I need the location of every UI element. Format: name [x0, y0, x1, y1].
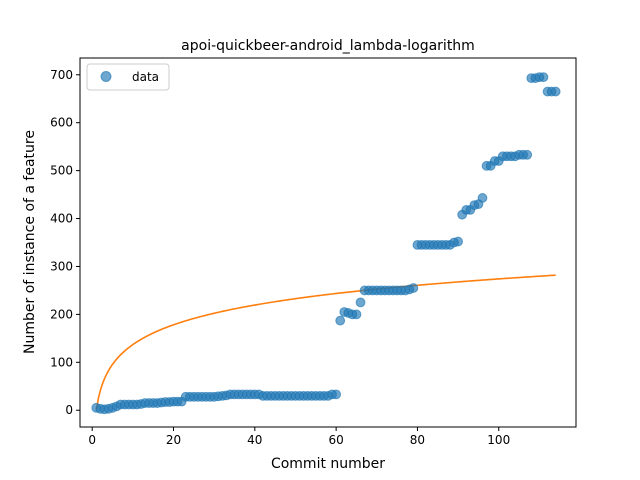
data-point [408, 283, 419, 293]
y-axis: 0 100 200 300 400 500 600 700 [50, 68, 80, 417]
x-tick-label: 20 [166, 433, 181, 447]
y-tick-label: 500 [50, 164, 73, 178]
x-axis-label: Commit number [271, 456, 385, 472]
legend: data [86, 63, 170, 91]
data-point [477, 193, 488, 203]
x-tick-label: 40 [247, 433, 262, 447]
y-tick-label: 0 [65, 403, 73, 417]
y-tick-label: 400 [50, 212, 73, 226]
legend-box [86, 63, 170, 91]
x-axis: 0 20 40 60 80 100 [88, 427, 510, 447]
y-tick-label: 600 [50, 116, 73, 130]
data-point [453, 236, 464, 247]
legend-label-data: data [132, 70, 159, 84]
y-tick-label: 700 [50, 68, 73, 82]
y-tick-label: 100 [50, 355, 73, 369]
data-point [335, 315, 346, 326]
fit-line [95, 274, 556, 411]
chart-title: apoi-quickbeer-android_lambda-logarithm [181, 38, 475, 54]
data-point [355, 297, 366, 308]
y-tick-label: 200 [50, 307, 73, 321]
axes-frame [79, 57, 577, 428]
x-tick-label: 80 [410, 433, 425, 447]
data-point [351, 309, 362, 320]
data-point [550, 86, 561, 97]
data-point [538, 72, 549, 83]
x-tick-label: 0 [88, 433, 96, 447]
y-tick-label: 300 [50, 259, 73, 273]
legend-marker-data [100, 71, 112, 82]
data-point [522, 149, 533, 160]
fit-line-layer [95, 274, 556, 411]
x-tick-label: 60 [328, 433, 343, 447]
y-axis-label: Number of instance of a feature [22, 130, 38, 354]
x-tick-label: 100 [487, 433, 510, 447]
data-points-layer [91, 72, 561, 415]
data-point [331, 389, 342, 400]
